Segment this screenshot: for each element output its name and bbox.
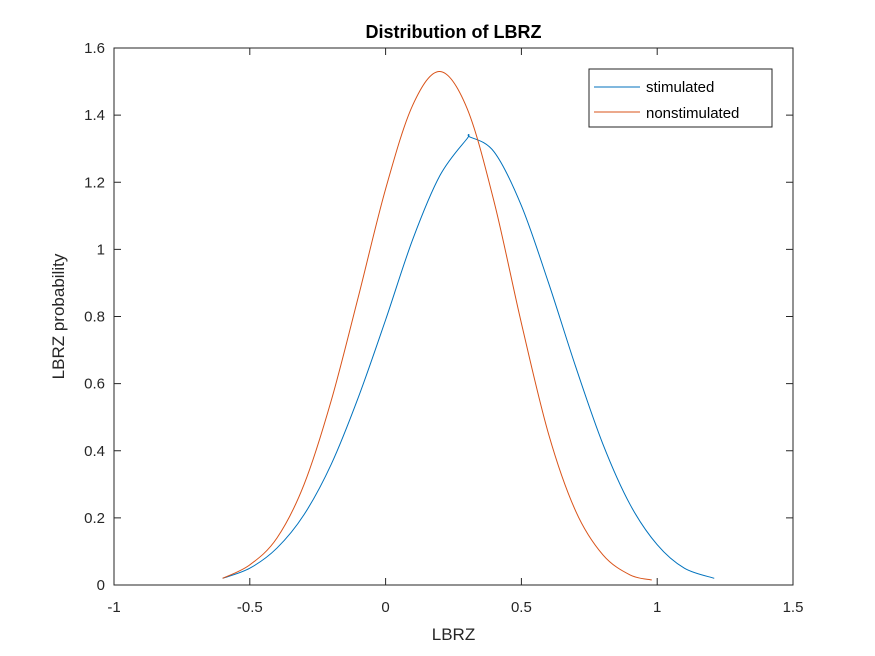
y-tick-label: 0.8: [84, 309, 105, 326]
x-tick-label: 1.5: [783, 599, 804, 616]
x-tick-label: 1: [653, 599, 661, 616]
x-axis-label: LBRZ: [432, 625, 475, 644]
y-tick-label: 0.6: [84, 376, 105, 393]
series-line-nonstimulated: [222, 70, 652, 581]
legend: stimulated nonstimulated: [588, 68, 773, 128]
y-tick-label: 1.4: [84, 107, 105, 124]
legend-label-stimulated: stimulated: [646, 79, 714, 96]
series-line-stimulated: [222, 134, 715, 579]
y-tick-label: 1.2: [84, 174, 105, 191]
legend-label-nonstimulated: nonstimulated: [646, 105, 739, 122]
y-tick-label: 1: [97, 241, 105, 258]
x-tick-label: 0.5: [511, 599, 532, 616]
y-tick-label: 0.2: [84, 510, 105, 527]
y-tick-label: 0: [97, 577, 105, 594]
series-layer: [222, 70, 715, 581]
chart-title: Distribution of LBRZ: [366, 22, 542, 42]
plot-area: [114, 48, 793, 585]
y-axis-label: LBRZ probability: [49, 253, 68, 379]
x-tick-label: 0: [381, 599, 389, 616]
x-tick-label: -1: [107, 599, 120, 616]
legend-box: [588, 68, 773, 128]
x-tick-label: -0.5: [237, 599, 263, 616]
y-tick-label: 1.6: [84, 40, 105, 57]
y-ticks: 0 0.2 0.4 0.6 0.8 1 1.2 1.4 1.6: [84, 40, 793, 594]
x-ticks: -1 -0.5 0 0.5 1 1.5: [107, 48, 803, 616]
y-tick-label: 0.4: [84, 443, 105, 460]
